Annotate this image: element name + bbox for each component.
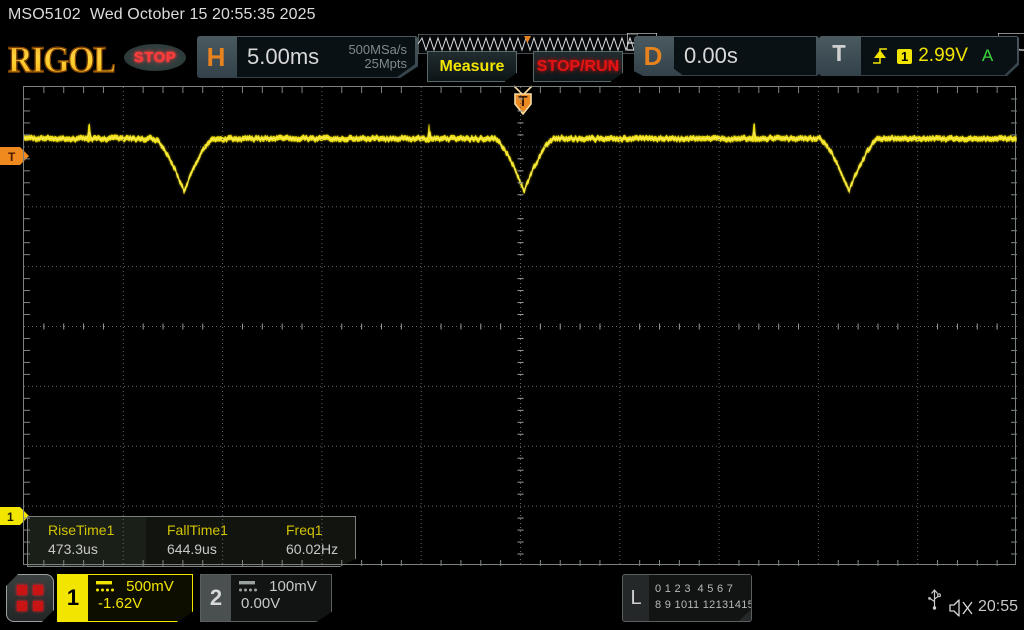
- svg-text:T: T: [8, 150, 16, 164]
- svg-text:1: 1: [7, 510, 14, 524]
